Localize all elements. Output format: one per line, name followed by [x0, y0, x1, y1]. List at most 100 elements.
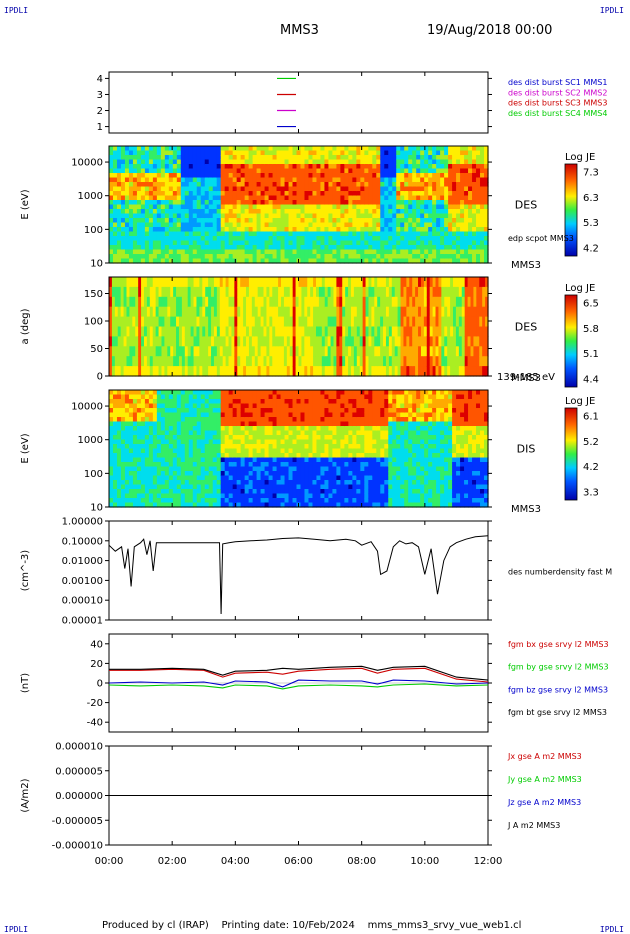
x-tick-label: 00:00 [95, 856, 124, 867]
y-tick-label: 10000 [71, 402, 103, 413]
des-pitch-colorbar-tick: 6.5 [583, 299, 599, 310]
des-pitch-spectrogram [109, 277, 489, 377]
dis-energy-colorbar-tick: 4.2 [583, 462, 599, 473]
legend-entry: des dist burst SC3 MMS3 [508, 99, 607, 108]
des-pitch-ylabel: a (deg) [20, 308, 31, 344]
field-series-line [108, 683, 489, 690]
y-tick-label: 100 [84, 225, 103, 236]
legend-entry: fgm bx gse srvy l2 MMS3 [508, 640, 609, 649]
y-tick-label: 3 [97, 90, 103, 101]
des-energy-spectrogram [109, 146, 489, 264]
dis-energy-colorbar-tick: 3.3 [583, 488, 599, 499]
footer-printing-date: Printing date: 10/Feb/2024 [221, 920, 355, 931]
x-tick-label: 12:00 [474, 856, 503, 867]
des-energy-colorbar [564, 163, 578, 257]
y-tick-label: 10000 [71, 158, 103, 169]
des-energy-colorbar-tick: 6.3 [583, 193, 599, 204]
des-pitch-colorbar-title: Log JE [565, 283, 595, 294]
dis-energy-colorbar-tick: 5.2 [583, 437, 599, 448]
des-energy-instrument-label: DES [515, 199, 537, 212]
x-tick-label: 06:00 [284, 856, 313, 867]
y-tick-label: -0.000010 [52, 841, 103, 852]
y-tick-label: 0.000005 [55, 766, 103, 777]
legend-entry: Jy gse A m2 MMS3 [507, 775, 582, 784]
legend-entry: des dist burst SC4 MMS4 [508, 109, 607, 118]
y-tick-label: -20 [87, 698, 103, 709]
dis-energy-colorbar [564, 407, 578, 501]
x-tick-label: 10:00 [410, 856, 439, 867]
y-tick-label: -0.000005 [52, 816, 103, 827]
dis-energy-colorbar-title: Log JE [565, 396, 595, 407]
magnetic-field-ylabel: (nT) [20, 673, 31, 693]
dis-energy-ylabel: E (eV) [20, 433, 31, 463]
des-pitch-instrument-label: DES [515, 321, 537, 334]
y-tick-label: -40 [87, 718, 103, 729]
corner-label-bottom-right: IPDLI [599, 925, 624, 934]
corner-label-bottom-left: IPDLI [4, 925, 29, 934]
legend-entry: des numberdensity fast M [508, 568, 612, 577]
legend-entry: fgm bt gse srvy l2 MMS3 [508, 708, 607, 717]
des-energy-colorbar-tick: 4.2 [583, 244, 599, 255]
des-energy-colorbar-tick: 7.3 [583, 168, 599, 179]
corner-label-top-right: IPDLI [599, 6, 624, 15]
footer-filename: mms_mms3_srvy_vue_web1.cl [367, 920, 522, 931]
scpot-label: edp scpot MMS3 [508, 234, 574, 243]
y-tick-label: 0 [97, 679, 103, 690]
legend-entry: des dist burst SC2 MMS2 [508, 88, 607, 97]
y-tick-label: 1000 [78, 191, 103, 202]
dis-energy-spacecraft-label: MMS3 [511, 504, 541, 515]
y-tick-label: 0.10000 [62, 536, 103, 547]
footer-produced: Produced by cl (IRAP) [102, 920, 209, 931]
y-tick-label: 1.00000 [62, 517, 103, 528]
des-pitch-spacecraft-label: MMS3 [511, 373, 541, 384]
legend-entry: Jz gse A m2 MMS3 [507, 798, 581, 807]
legend-entry: des dist burst SC1 MMS1 [508, 78, 607, 87]
y-tick-label: 0.00001 [62, 616, 103, 627]
spacecraft-title: MMS3 [280, 23, 319, 38]
corner-label-top-left: IPDLI [4, 6, 29, 15]
density-series-line [108, 535, 489, 615]
y-tick-label: 100 [84, 469, 103, 480]
y-tick-label: 40 [90, 639, 103, 650]
footer: Produced by cl (IRAP) Printing date: 10/… [102, 920, 521, 931]
des-energy-colorbar-title: Log JE [565, 152, 595, 163]
plot-date: 19/Aug/2018 00:00 [427, 23, 553, 38]
y-tick-label: 100 [84, 317, 103, 328]
current-density-ylabel: (A/m2) [20, 778, 31, 812]
y-tick-label: 150 [84, 289, 103, 300]
y-tick-label: 4 [97, 74, 103, 85]
legend-entry: fgm by gse srvy l2 MMS3 [508, 663, 609, 672]
des-pitch-colorbar [564, 294, 578, 388]
y-tick-label: 0.00100 [62, 576, 103, 587]
des-energy-ylabel: E (eV) [20, 189, 31, 219]
energy-range-label: 139-185 eV [497, 372, 555, 383]
des-pitch-colorbar-tick: 5.1 [583, 349, 599, 360]
x-tick-label: 02:00 [158, 856, 187, 867]
legend-entry: J A m2 MMS3 [507, 821, 560, 830]
y-tick-label: 1 [97, 122, 103, 133]
des-pitch-colorbar-tick: 5.8 [583, 324, 599, 335]
field-series-line [108, 679, 489, 688]
des-pitch-colorbar-tick: 4.4 [583, 375, 599, 386]
density-ylabel: (cm^-3) [20, 550, 31, 591]
dis-energy-colorbar-tick: 6.1 [583, 412, 599, 423]
x-tick-label: 08:00 [347, 856, 376, 867]
y-tick-label: 2 [97, 106, 103, 117]
y-tick-label: 0.000010 [55, 742, 103, 753]
y-tick-label: 1000 [78, 435, 103, 446]
dis-energy-spectrogram [109, 390, 489, 508]
field-series-line [109, 667, 489, 683]
x-tick-label: 04:00 [221, 856, 250, 867]
panel1-frame [108, 71, 489, 134]
y-tick-label: 10 [90, 259, 103, 270]
field-series-line [109, 665, 489, 681]
y-tick-label: 50 [90, 344, 103, 355]
legend-entry: fgm bz gse srvy l2 MMS3 [508, 685, 608, 694]
des-energy-spacecraft-label: MMS3 [511, 260, 541, 271]
y-tick-label: 0 [97, 372, 103, 383]
y-tick-label: 0.000000 [55, 791, 103, 802]
density-frame [108, 520, 489, 621]
y-tick-label: 20 [90, 659, 103, 670]
legend-entry: Jx gse A m2 MMS3 [507, 752, 582, 761]
